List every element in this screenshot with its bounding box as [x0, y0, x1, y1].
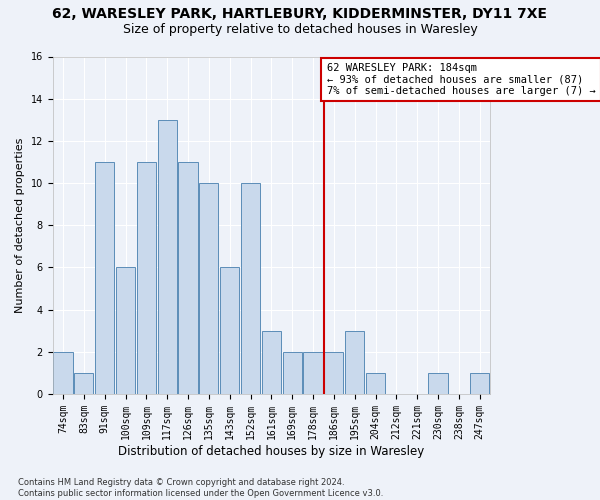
Bar: [137, 162, 156, 394]
Text: 62 WARESLEY PARK: 184sqm
← 93% of detached houses are smaller (87)
7% of semi-de: 62 WARESLEY PARK: 184sqm ← 93% of detach…: [326, 63, 595, 96]
Bar: [74, 373, 94, 394]
Bar: [116, 268, 135, 394]
Bar: [241, 183, 260, 394]
Bar: [199, 183, 218, 394]
Bar: [262, 330, 281, 394]
Bar: [470, 373, 489, 394]
Text: Contains HM Land Registry data © Crown copyright and database right 2024.
Contai: Contains HM Land Registry data © Crown c…: [18, 478, 383, 498]
Bar: [220, 268, 239, 394]
Bar: [178, 162, 197, 394]
Text: 62, WARESLEY PARK, HARTLEBURY, KIDDERMINSTER, DY11 7XE: 62, WARESLEY PARK, HARTLEBURY, KIDDERMIN…: [53, 8, 548, 22]
Bar: [345, 330, 364, 394]
Bar: [283, 352, 302, 394]
Bar: [95, 162, 115, 394]
Text: Size of property relative to detached houses in Waresley: Size of property relative to detached ho…: [122, 22, 478, 36]
Bar: [366, 373, 385, 394]
X-axis label: Distribution of detached houses by size in Waresley: Distribution of detached houses by size …: [118, 444, 424, 458]
Bar: [304, 352, 323, 394]
Bar: [324, 352, 343, 394]
Bar: [53, 352, 73, 394]
Y-axis label: Number of detached properties: Number of detached properties: [15, 138, 25, 313]
Bar: [158, 120, 177, 394]
Bar: [428, 373, 448, 394]
